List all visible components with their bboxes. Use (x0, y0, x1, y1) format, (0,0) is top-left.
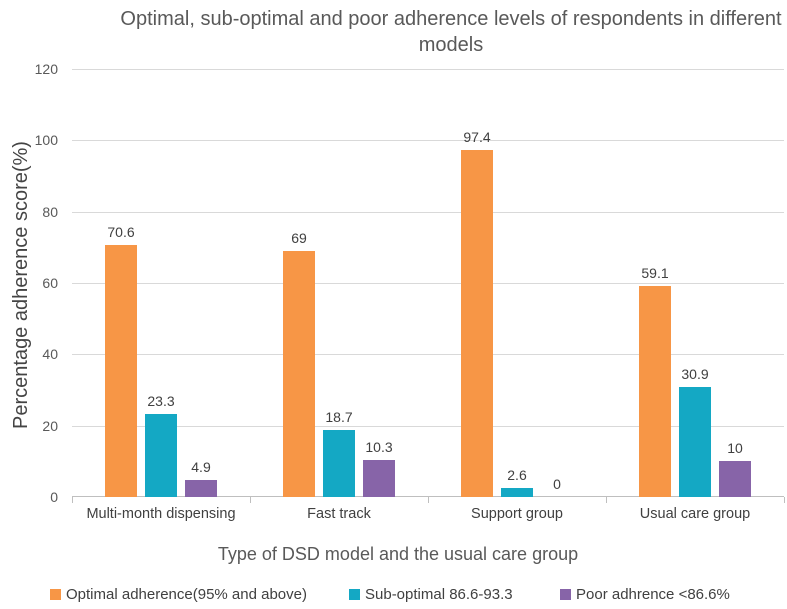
bar-group: 97.4 2.6 0 (428, 69, 606, 497)
bar (323, 430, 355, 497)
x-axis-line (72, 496, 784, 497)
y-tick-label: 80 (42, 203, 58, 220)
bar (145, 413, 177, 497)
y-tick-label: 0 (50, 489, 58, 505)
legend-item: Sub-optimal 86.6-93.3 (349, 583, 513, 605)
bar (461, 149, 493, 497)
plot-area: 70.6 23.3 4.9 69 18.7 10.3 97.4 2.6 0 59.1 30.9 10 (72, 69, 784, 497)
bar (363, 460, 395, 497)
y-tick-label: 100 (34, 132, 58, 149)
bar-value-label: 10 (727, 440, 743, 457)
legend-item: Optimal adherence(95% and above) (50, 583, 307, 605)
chart-title: Optimal, sub-optimal and poor adherence … (120, 8, 782, 56)
legend-item: Poor adhrence <86.6% (560, 583, 730, 605)
bar-group: 59.1 30.9 10 (606, 69, 784, 497)
x-axis-tick (784, 497, 785, 503)
gridline (72, 69, 784, 70)
bar (501, 487, 533, 497)
bar (105, 245, 137, 497)
gridline (72, 283, 784, 284)
category-label: Fast track (307, 506, 371, 522)
bar-value-label: 18.7 (325, 409, 353, 426)
x-axis-tick (606, 497, 607, 503)
legend-swatch-icon (50, 588, 61, 600)
y-tick-label: 60 (42, 275, 58, 291)
bar (679, 386, 711, 497)
x-axis-tick (72, 497, 73, 503)
bar-value-label: 10.3 (365, 439, 393, 456)
gridline (72, 140, 784, 142)
bar (283, 250, 315, 497)
x-axis-title: Type of DSD model and the usual care gro… (217, 544, 579, 564)
bar-value-label: 2.6 (507, 466, 527, 483)
y-tick-label: 120 (34, 61, 58, 77)
bar-group: 70.6 23.3 4.9 (72, 69, 250, 497)
y-tick-label: 40 (42, 346, 58, 363)
category-label: Multi-month dispensing (86, 506, 236, 522)
legend-label: Optimal adherence(95% and above) (66, 585, 307, 603)
y-tick-label: 20 (42, 417, 58, 434)
gridline (72, 425, 784, 427)
legend-swatch-icon (560, 588, 571, 600)
bar-value-label: 69 (291, 229, 307, 246)
bar-value-label: 70.6 (107, 224, 135, 241)
bar-value-label: 4.9 (191, 458, 211, 475)
legend-swatch-icon (349, 588, 360, 600)
bar-value-label: 59.1 (641, 265, 669, 282)
legend: Optimal adherence(95% and above) Sub-opti… (0, 583, 787, 605)
bar (639, 286, 671, 497)
bar-value-label: 30.9 (681, 365, 709, 382)
bar (185, 479, 217, 497)
x-axis-tick (428, 497, 429, 503)
bar-group: 69 18.7 10.3 (250, 69, 428, 497)
category-label: Support group (471, 506, 563, 522)
x-axis-tick (250, 497, 251, 503)
gridline (72, 354, 784, 356)
legend-label: Sub-optimal 86.6-93.3 (365, 585, 513, 603)
bar-value-label: 97.4 (463, 128, 491, 145)
legend-label: Poor adhrence <86.6% (576, 585, 730, 603)
category-label: Usual care group (639, 506, 751, 522)
gridline (72, 211, 784, 213)
bar (719, 461, 751, 497)
bar-value-label: 0 (553, 476, 561, 492)
bar-value-label: 23.3 (147, 392, 175, 409)
